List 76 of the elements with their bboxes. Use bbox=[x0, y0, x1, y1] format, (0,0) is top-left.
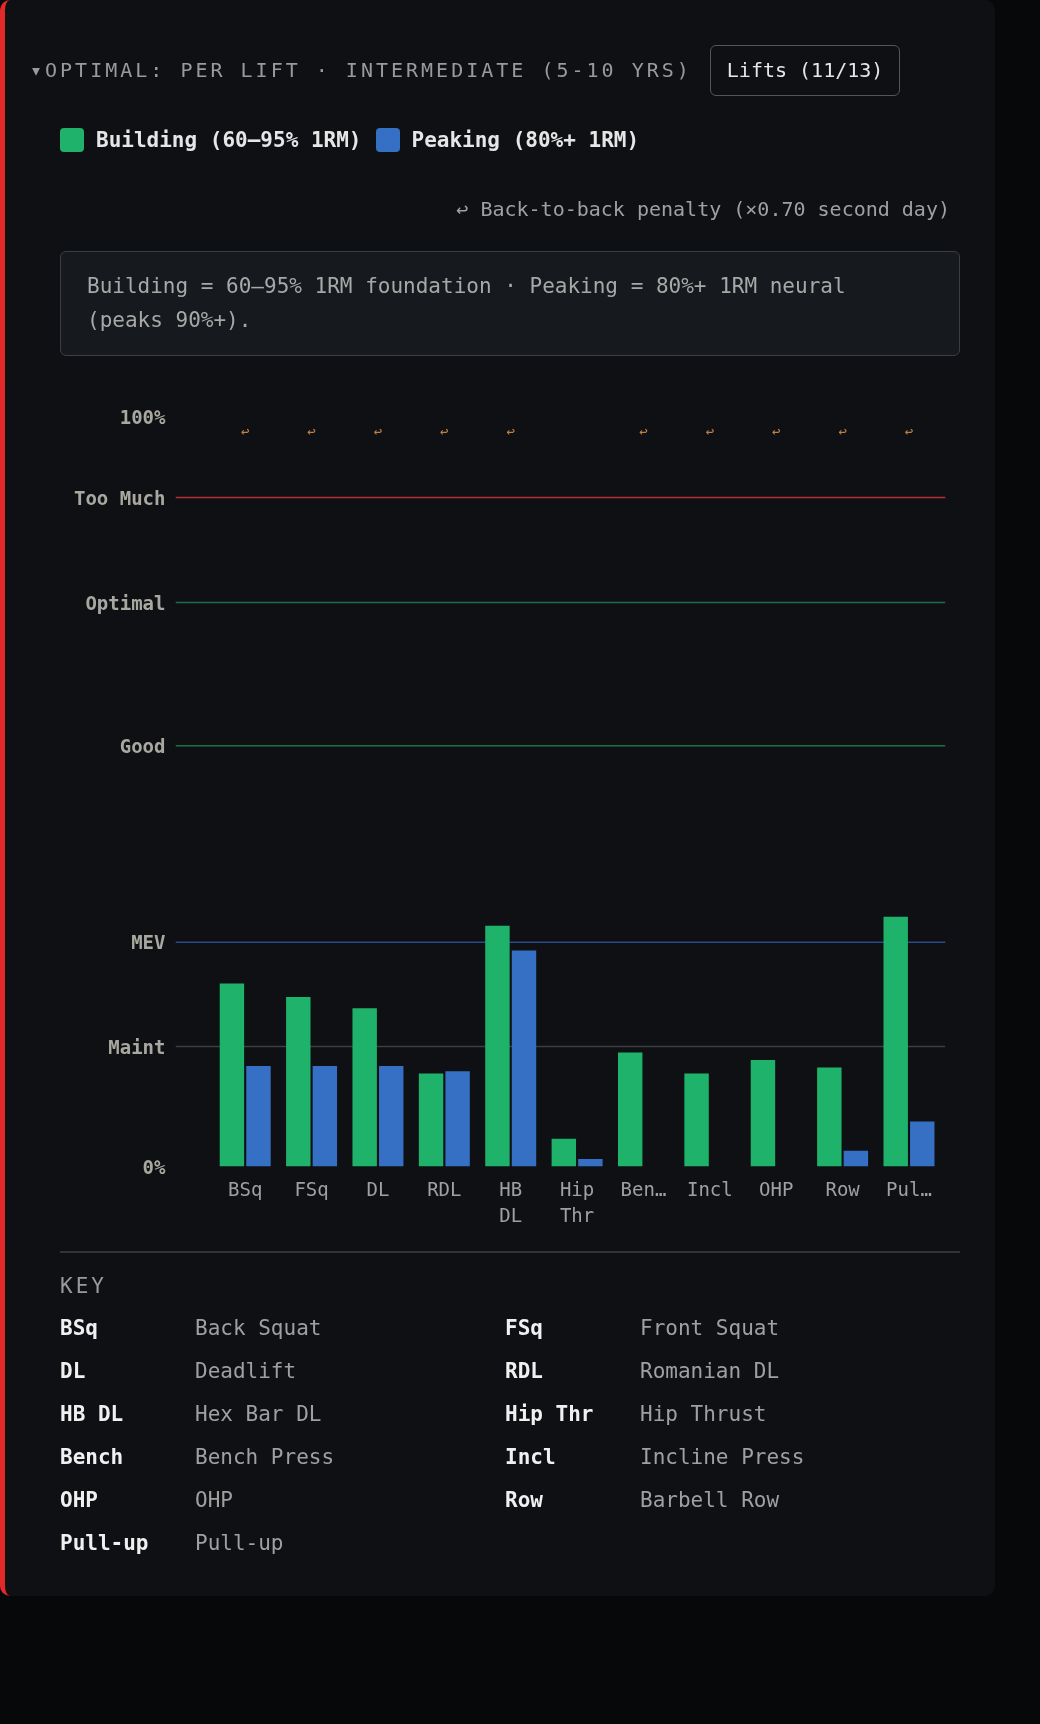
bar bbox=[379, 1066, 404, 1167]
bar bbox=[418, 1073, 444, 1167]
x-tick-label: BSq bbox=[228, 1177, 263, 1200]
text: Hip Thr bbox=[505, 1401, 595, 1428]
text: Building = 60–95% 1RM foundation · Peaking = 80%+ 1RM neural (peaks 90%+). bbox=[60, 251, 960, 357]
text: OHP bbox=[195, 1487, 234, 1514]
text: Back Squat bbox=[195, 1315, 323, 1342]
ref-line-label: MEV bbox=[131, 931, 166, 954]
x-tick-label: Pul… bbox=[886, 1177, 932, 1200]
text: DL bbox=[60, 1358, 87, 1385]
text: HB DL bbox=[60, 1401, 125, 1428]
bar bbox=[843, 1150, 869, 1167]
x-tick-label: DL bbox=[366, 1177, 390, 1200]
bar bbox=[246, 1066, 271, 1167]
ref-line-label: Maint bbox=[108, 1035, 166, 1058]
text: BSq bbox=[60, 1315, 99, 1342]
x-tick-label: FSq bbox=[294, 1177, 329, 1200]
annotation: ↩ bbox=[307, 422, 316, 439]
text: Deadlift bbox=[195, 1358, 298, 1385]
text: Row bbox=[505, 1487, 544, 1514]
ref-line-label: Optimal bbox=[85, 591, 166, 614]
x-tick-label: Incl bbox=[686, 1177, 733, 1200]
annotation: ↩ bbox=[838, 422, 847, 439]
text: Hip Thrust bbox=[640, 1401, 768, 1428]
text: OHP bbox=[60, 1487, 99, 1514]
text: ↩ Back-to-back penalty (×0.70 second day) bbox=[455, 196, 950, 223]
bar bbox=[445, 1071, 470, 1167]
text: Hex Bar DL bbox=[195, 1401, 323, 1428]
text: Lifts (11/13) bbox=[709, 45, 901, 96]
annotation: ↩ bbox=[639, 422, 648, 439]
annotation: ↩ bbox=[440, 422, 449, 439]
chart-title: ▾OPTIMAL: PER LIFT · INTERMEDIATE (5-10 YRS) bbox=[30, 57, 692, 84]
x-tick-label: OHP bbox=[759, 1177, 794, 1200]
text: Bench bbox=[60, 1444, 125, 1471]
bar bbox=[750, 1060, 776, 1167]
annotation: ↩ bbox=[772, 422, 781, 439]
ref-line-label: Good bbox=[119, 734, 166, 757]
bar bbox=[910, 1121, 935, 1167]
text: Barbell Row bbox=[640, 1487, 781, 1514]
text: Incline Press bbox=[640, 1444, 806, 1471]
ref-line-label: Too Much bbox=[73, 486, 166, 509]
legend-label: Peaking (80%+ 1RM) bbox=[411, 127, 640, 154]
bar bbox=[883, 916, 908, 1167]
legend-label: Building (60–95% 1RM) bbox=[96, 127, 362, 154]
bar bbox=[286, 997, 311, 1167]
text: Bench Press bbox=[195, 1444, 336, 1471]
annotation: ↩ bbox=[705, 422, 715, 439]
bar bbox=[817, 1067, 842, 1167]
text: Incl bbox=[505, 1444, 557, 1471]
bar bbox=[485, 925, 510, 1167]
x-tick-label: RDL bbox=[427, 1177, 462, 1200]
x-tick-label: Ben… bbox=[620, 1177, 667, 1200]
bar bbox=[219, 983, 245, 1167]
bar bbox=[312, 1066, 338, 1167]
text: RDL bbox=[505, 1358, 544, 1385]
bar bbox=[578, 1159, 603, 1167]
text: Front Squat bbox=[640, 1315, 781, 1342]
x-tick-label: Row bbox=[825, 1177, 861, 1200]
text: Romanian DL bbox=[640, 1358, 781, 1385]
text: KEY bbox=[60, 1273, 108, 1300]
text: Pull-up bbox=[195, 1530, 285, 1557]
text: FSq bbox=[505, 1315, 544, 1342]
annotation: ↩ bbox=[904, 422, 914, 439]
bar bbox=[617, 1052, 643, 1167]
annotation: ↩ bbox=[506, 422, 515, 439]
text: Pull-up bbox=[60, 1530, 150, 1557]
bar bbox=[551, 1138, 577, 1167]
y-tick-label: 0% bbox=[142, 1155, 167, 1178]
x-tick-label: Hip Thr bbox=[559, 1177, 595, 1226]
bar bbox=[684, 1073, 709, 1167]
bar bbox=[511, 950, 537, 1167]
annotation: ↩ bbox=[240, 422, 250, 439]
x-tick-label: HB DL bbox=[499, 1177, 523, 1226]
bar bbox=[352, 1008, 377, 1167]
y-tick-label: 100% bbox=[119, 405, 167, 428]
annotation: ↩ bbox=[373, 422, 383, 439]
